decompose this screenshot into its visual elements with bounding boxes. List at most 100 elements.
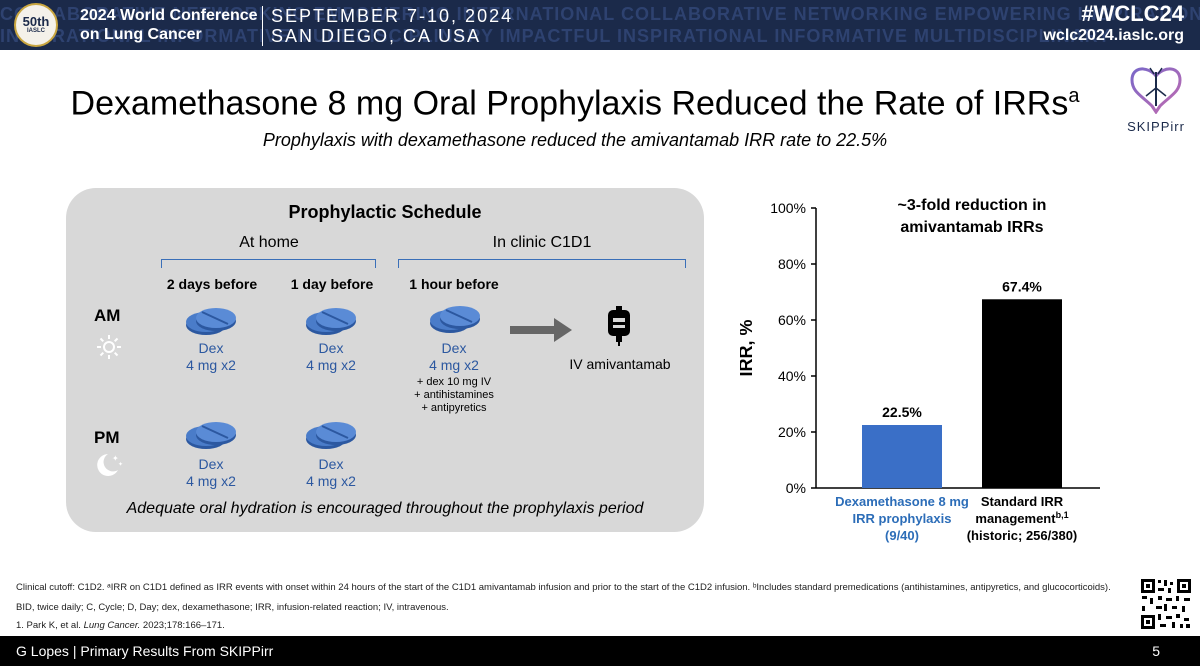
extra-antipyretics: + antipyretics	[421, 402, 487, 414]
y-tick-label: 0%	[786, 480, 806, 496]
footnote-definitions: Clinical cutoff: C1D2. ᵃIRR on C1D1 defi…	[16, 582, 1111, 593]
y-tick-label: 80%	[778, 256, 806, 272]
slide-title-sup: a	[1068, 85, 1080, 107]
brand-name: SKIPPirr	[1127, 119, 1185, 134]
dose-pm-2days: Dex 4 mg x2	[161, 456, 261, 490]
svg-text:✦: ✦	[112, 454, 119, 463]
dex-label: Dex	[318, 340, 344, 356]
bracket-at-home	[161, 259, 376, 268]
sun-icon	[97, 335, 121, 359]
chart-title-line1: ~3-fold reduction in	[898, 197, 1047, 214]
moon-stars-icon: ✦ ✦	[97, 454, 123, 476]
y-tick-label: 40%	[778, 368, 806, 384]
bars-group: 22.5% 67.4%	[862, 278, 1062, 488]
qr-code-icon[interactable]	[1140, 578, 1192, 630]
background-words-line2: INSPIRATIONAL INFORMATIVE MULTIDISCIPLIN…	[0, 26, 1111, 46]
hydration-note: Adequate oral hydration is encouraged th…	[126, 500, 644, 517]
x-category-label: (9/40)	[885, 528, 919, 543]
conference-header: COLLABORATIVE NETWORKING EMPOWERING INTE…	[0, 0, 1200, 50]
pm-label: PM	[94, 428, 120, 447]
conference-line1: 2024 World Conference	[80, 7, 258, 24]
group-in-clinic: In clinic C1D1	[492, 234, 592, 251]
chart-title-line2: amivantamab IRRs	[900, 219, 1043, 236]
dex-label: Dex	[198, 340, 224, 356]
dex-tablets-am-1hour-icon	[430, 306, 480, 333]
irr-chart-svg: ~3-fold reduction in amivantamab IRRs IR…	[740, 197, 1100, 543]
logo-sub: IASLC	[27, 28, 45, 34]
bar	[862, 425, 942, 488]
x-category-sup: b,1	[1056, 510, 1069, 520]
conference-line2: on Lung Cancer	[80, 26, 202, 43]
dose-label: 4 mg x2	[186, 473, 236, 489]
svg-text:✦: ✦	[118, 461, 123, 468]
dose-am-1hour: Dex 4 mg x2	[404, 340, 504, 374]
page-number: 5	[1152, 643, 1160, 659]
footnote-abbreviations: BID, twice daily; C, Cycle; D, Day; dex,…	[16, 602, 449, 613]
group-at-home: At home	[239, 234, 299, 251]
iv-amivantamab-label: IV amivantamab	[569, 356, 671, 372]
iaslc-50th-logo: 50th IASLC	[14, 3, 58, 47]
x-category-label: (historic; 256/380)	[967, 528, 1078, 543]
am-label: AM	[94, 306, 121, 325]
dex-tablets-pm-1day-icon	[306, 422, 356, 449]
dex-label: Dex	[198, 456, 224, 472]
bar-value-label: 22.5%	[882, 404, 922, 420]
dex-label: Dex	[318, 456, 344, 472]
column-1-day-before: 1 day before	[290, 276, 374, 292]
chart-ylabel: IRR, %	[740, 319, 756, 376]
x-category-label: managementb,1	[975, 510, 1068, 526]
clinic-extras: + dex 10 mg IV + antihistamines + antipy…	[384, 376, 524, 415]
bar	[982, 299, 1062, 488]
dose-label: 4 mg x2	[186, 357, 236, 373]
irr-bar-chart: ~3-fold reduction in amivantamab IRRs IR…	[740, 188, 1160, 548]
bracket-in-clinic	[398, 259, 686, 268]
x-category-label: Dexamethasone 8 mg	[835, 494, 969, 509]
footer-bar: G Lopes | Primary Results From SKIPPirr …	[0, 636, 1200, 666]
y-axis: 0% 20% 40% 60% 80% 100%	[770, 200, 1100, 496]
slide-title-text: Dexamethasone 8 mg Oral Prophylaxis Redu…	[70, 84, 1069, 123]
reference-journal: Lung Cancer.	[83, 620, 141, 631]
column-1-hour-before: 1 hour before	[409, 276, 499, 292]
skippirr-brand: SKIPPirr	[1118, 66, 1194, 134]
x-labels-group: Dexamethasone 8 mg IRR prophylaxis (9/40) S…	[835, 494, 1077, 543]
footer-presenter-info: G Lopes | Primary Results From SKIPPirr	[16, 643, 273, 659]
date-line2: SAN DIEGO, CA USA	[271, 26, 482, 46]
dose-am-2days: Dex 4 mg x2	[161, 340, 261, 374]
dex-tablets-am-1day-icon	[306, 308, 356, 335]
dose-label: 4 mg x2	[306, 473, 356, 489]
prophylactic-schedule-panel: Prophylactic Schedule At home In clinic …	[66, 188, 704, 532]
talk-title: Primary Results From SKIPPirr	[80, 643, 274, 659]
conference-name: 2024 World Conference on Lung Cancer	[80, 6, 258, 44]
presenter-name: G Lopes	[16, 643, 69, 659]
y-tick-label: 60%	[778, 312, 806, 328]
hashtag: #WCLC24	[1081, 1, 1184, 26]
dex-tablets-pm-2days-icon	[186, 422, 236, 449]
schedule-title: Prophylactic Schedule	[288, 202, 482, 222]
conference-date: SEPTEMBER 7-10, 2024 SAN DIEGO, CA USA	[262, 6, 513, 46]
iv-bag-icon	[608, 306, 630, 346]
arrow-right-icon	[510, 318, 572, 342]
x-category-label: Standard IRR	[981, 494, 1064, 509]
reference-details: 2023;178:166–171.	[140, 620, 225, 631]
logo-text: 50th	[22, 14, 50, 29]
dose-label: 4 mg x2	[306, 357, 356, 373]
extra-dex-iv: + dex 10 mg IV	[416, 376, 492, 388]
header-background-words: COLLABORATIVE NETWORKING EMPOWERING INTE…	[0, 0, 1200, 50]
butterfly-lungs-icon	[1130, 67, 1182, 115]
dose-label: 4 mg x2	[429, 357, 479, 373]
conference-tag: #WCLC24 wclc2024.iaslc.org	[1043, 2, 1184, 46]
x-category-label: IRR prophylaxis	[853, 511, 952, 526]
slide-subtitle: Prophylaxis with dexamethasone reduced t…	[262, 130, 888, 150]
footer-separator: |	[68, 643, 81, 659]
background-words-line1: COLLABORATIVE NETWORKING EMPOWERING INTE…	[0, 4, 1200, 24]
dex-tablets-am-2days-icon	[186, 308, 236, 335]
dex-label: Dex	[441, 340, 467, 356]
dose-am-1day: Dex 4 mg x2	[281, 340, 381, 374]
y-tick-label: 20%	[778, 424, 806, 440]
dose-pm-1day: Dex 4 mg x2	[281, 456, 381, 490]
bar-value-label: 67.4%	[1002, 278, 1042, 294]
footnote-reference: 1. Park K, et al. Lung Cancer. 2023;178:…	[16, 620, 225, 631]
date-line1: SEPTEMBER 7-10, 2024	[271, 6, 514, 26]
extra-antihistamines: + antihistamines	[414, 389, 494, 401]
reference-authors: 1. Park K, et al.	[16, 620, 84, 631]
